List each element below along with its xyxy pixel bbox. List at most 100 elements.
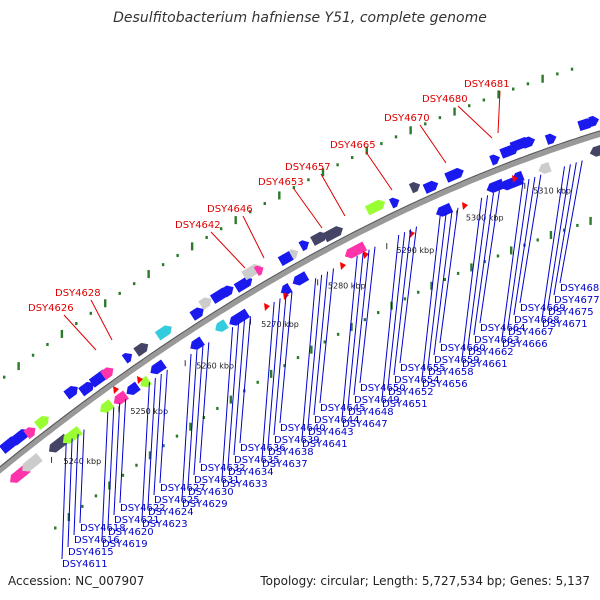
tick-row-inner-mark [456, 271, 460, 275]
upper-gene-leader [90, 299, 113, 341]
lower-gene-leader [381, 234, 400, 400]
tick-row-inner-mark [296, 356, 300, 360]
gene-feature-reverse [292, 271, 310, 286]
lower-gene-leader [399, 226, 417, 364]
lower-gene-label: DSY4652 [388, 387, 434, 398]
tick-row-inner-mark [202, 416, 206, 420]
tick-row-inner-mark [229, 395, 233, 404]
lower-gene-label: DSY4620 [108, 527, 154, 538]
lower-gene-label: DSY4644 [314, 415, 360, 426]
tick-row-inner-mark [470, 263, 473, 272]
gene-feature-forward [253, 265, 264, 277]
lower-gene-label: DSY4635 [234, 455, 280, 466]
tick-row-outer-mark [46, 343, 49, 347]
lower-gene-leader [307, 274, 323, 428]
gene-feature-forward [63, 385, 78, 400]
lower-gene-leader [181, 353, 192, 500]
arrow-marker [363, 251, 369, 259]
gene-feature-reverse [62, 425, 83, 444]
tick-row-outer-mark [132, 282, 136, 286]
gene-feature-reverse [280, 283, 293, 295]
gene-feature-forward [298, 240, 309, 252]
gene-feature-forward [588, 115, 600, 127]
lower-gene-leader [559, 160, 583, 284]
tick-row-outer-mark [17, 362, 20, 371]
lower-gene-leader [541, 166, 565, 320]
gene-feature-reverse [100, 399, 115, 413]
lower-gene-label: DSY4623 [142, 519, 188, 530]
tick-row-outer-mark [365, 146, 368, 155]
gene-feature-forward [78, 381, 94, 397]
genome-title: Desulfitobacterium hafniense Y51, comple… [113, 10, 487, 26]
lower-gene-label: DSY4630 [188, 487, 234, 498]
upper-gene-label: DSY4680 [422, 94, 468, 105]
lower-gene-label: DSY4637 [262, 459, 308, 470]
gene-feature-forward [221, 285, 234, 298]
lower-gene-leader [553, 162, 577, 296]
tick-row-outer-mark [453, 107, 456, 116]
tick-row-outer-mark [205, 235, 208, 239]
lower-gene-leader [347, 252, 364, 408]
lower-gene-label: DSY4619 [102, 539, 148, 550]
tick-row-inner-mark [162, 444, 165, 448]
tick-row-inner-mark [510, 246, 513, 255]
lower-gene-leader [67, 438, 73, 548]
lower-gene-label: DSY4638 [268, 447, 314, 458]
arrow-marker [264, 303, 270, 311]
tick-row-outer-mark [278, 191, 281, 200]
gene-feature-forward [34, 416, 49, 430]
tick-row-outer-mark [394, 135, 398, 139]
lower-gene-label: DSY4656 [422, 379, 468, 390]
upper-gene-label: DSY4657 [285, 162, 331, 173]
lower-gene-leader [341, 255, 358, 420]
lower-gene-leader [187, 349, 198, 488]
tick-row-inner-mark [336, 332, 340, 336]
tick-row-inner-mark [323, 340, 326, 344]
lower-gene-leader [433, 210, 453, 356]
lower-gene-leader [261, 301, 275, 460]
tick-row-inner-mark [417, 290, 420, 294]
arrow-marker [113, 386, 119, 394]
arrow-marker [340, 262, 346, 270]
lower-gene-leader [501, 181, 524, 340]
lower-gene-leader [199, 342, 210, 464]
lower-gene-label: DSY4615 [68, 547, 114, 558]
upper-gene-leader [320, 173, 346, 217]
tick-row-outer-mark [219, 227, 223, 231]
lower-gene-leader [313, 271, 329, 416]
lower-gene-leader [221, 327, 234, 480]
gene-feature-reverse [344, 241, 368, 259]
lower-gene-leader [101, 411, 109, 540]
tick-row-outer-mark [526, 82, 530, 86]
lower-gene-label: DSY4675 [548, 307, 594, 318]
tick-row-inner-mark [283, 364, 286, 368]
tick-row-outer-mark [249, 210, 252, 214]
arrow-marker [512, 175, 518, 183]
lower-gene-label: DSY4647 [342, 419, 388, 430]
lower-gene-leader [141, 382, 150, 520]
lower-gene-label: DSY4654 [394, 375, 440, 386]
lower-gene-leader [233, 319, 245, 456]
upper-gene-label: DSY4681 [464, 79, 510, 90]
tick-row-inner-mark [135, 463, 138, 467]
lower-gene-label: DSY4651 [382, 399, 428, 410]
tick-row-inner-mark [256, 380, 259, 384]
lower-gene-leader [279, 291, 293, 424]
gene-feature-forward [489, 154, 500, 166]
lower-gene-leader [267, 298, 281, 448]
upper-gene-label: DSY4626 [28, 303, 74, 314]
lower-gene-leader [227, 323, 240, 468]
tick-row-outer-mark [3, 375, 6, 379]
gene-feature-forward [154, 325, 172, 341]
tick-row-outer-mark [350, 156, 354, 160]
upper-gene-leader [497, 90, 501, 134]
lower-gene-leader [159, 369, 168, 484]
lower-gene-leader [427, 212, 447, 368]
lower-gene-leader [239, 316, 251, 444]
lower-gene-label: DSY4648 [348, 407, 394, 418]
lower-gene-leader [73, 433, 79, 536]
lower-gene-leader [193, 346, 204, 476]
lower-gene-label: DSY4634 [228, 467, 274, 478]
tick-row-outer-mark [89, 311, 92, 315]
tick-row-inner-mark [430, 281, 433, 290]
